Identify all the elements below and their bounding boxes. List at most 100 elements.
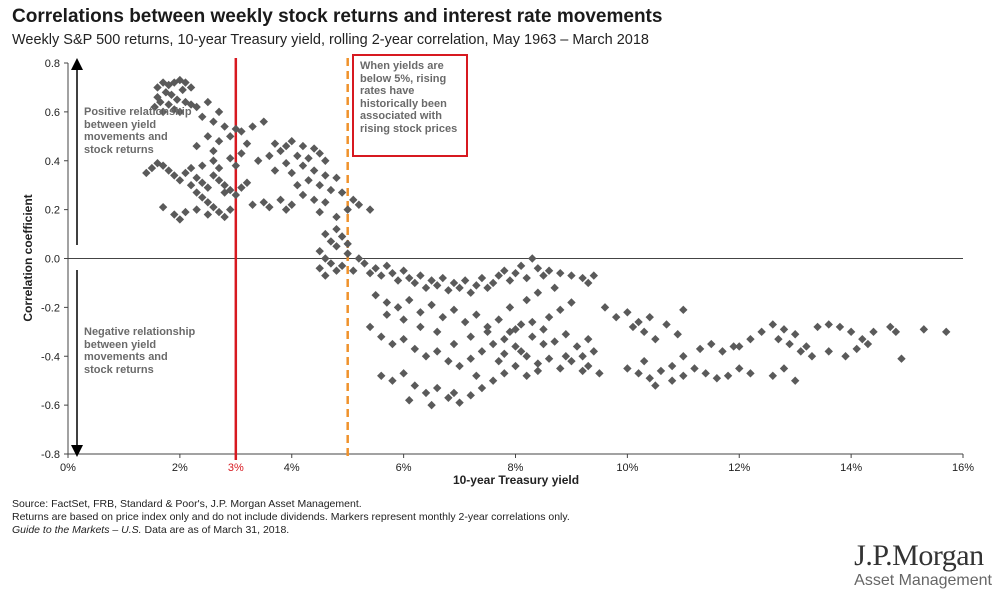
data-point — [589, 347, 599, 356]
data-point — [746, 369, 755, 378]
data-point — [326, 237, 336, 246]
data-point — [170, 171, 179, 180]
data-point — [343, 205, 352, 214]
data-point — [326, 185, 336, 195]
data-point — [790, 330, 800, 339]
data-point — [186, 83, 196, 92]
data-point — [150, 102, 159, 112]
data-point — [483, 327, 492, 337]
data-point — [438, 273, 447, 283]
data-point — [332, 212, 341, 222]
data-point — [265, 202, 274, 212]
data-point — [511, 342, 520, 351]
data-point — [354, 254, 364, 263]
data-point — [824, 320, 833, 329]
jpmorgan-logo: J.P.Morgan Asset Management — [854, 540, 992, 590]
data-point — [259, 117, 268, 126]
data-point — [315, 246, 324, 256]
data-point — [679, 371, 688, 380]
data-point — [511, 325, 520, 334]
data-point — [807, 352, 817, 361]
data-point — [634, 317, 643, 327]
data-point — [388, 339, 397, 349]
positive-annotation: Positive relationship between yield move… — [84, 106, 192, 156]
data-point — [309, 195, 319, 205]
data-point — [416, 271, 425, 280]
data-point — [388, 376, 397, 385]
data-point — [242, 139, 252, 148]
data-point — [561, 352, 571, 361]
data-point — [416, 308, 425, 317]
data-point — [399, 315, 408, 324]
data-point — [522, 295, 531, 305]
data-point — [164, 80, 173, 90]
data-point — [242, 178, 252, 187]
data-point — [779, 325, 789, 334]
data-point — [589, 271, 599, 280]
data-point — [477, 383, 487, 393]
data-point — [533, 264, 543, 273]
chart-axes — [67, 63, 963, 455]
data-point — [662, 320, 671, 329]
data-point — [158, 78, 168, 87]
data-point — [309, 166, 319, 175]
data-point — [869, 327, 878, 337]
data-point — [186, 163, 196, 173]
data-point — [142, 168, 151, 178]
data-point — [153, 93, 162, 102]
data-point — [360, 259, 369, 268]
logo-wordmark: J.P.Morgan — [854, 539, 984, 572]
data-point — [209, 171, 218, 180]
data-point — [167, 90, 176, 99]
data-point — [584, 334, 593, 344]
data-point — [472, 310, 481, 319]
data-point — [578, 352, 587, 361]
data-point — [203, 210, 213, 219]
data-point — [371, 290, 380, 300]
data-point — [679, 352, 688, 361]
data-point — [214, 107, 224, 117]
data-point — [170, 210, 179, 219]
data-point — [220, 122, 229, 131]
callout-box — [352, 54, 468, 157]
data-point — [690, 364, 699, 373]
x-tick-label: 8% — [508, 462, 524, 474]
data-point — [544, 354, 554, 363]
data-point — [695, 344, 705, 354]
data-point — [897, 354, 906, 363]
data-point — [746, 334, 755, 344]
data-point — [516, 320, 526, 329]
data-point — [393, 303, 403, 312]
data-point — [824, 347, 833, 356]
data-point — [287, 137, 296, 146]
data-point — [304, 154, 313, 163]
data-point — [679, 305, 688, 315]
x-axis-label: 10-year Treasury yield — [453, 473, 579, 487]
data-point — [337, 261, 347, 271]
y-tick-label: -0.2 — [41, 302, 60, 314]
data-point — [466, 332, 475, 341]
chart-subtitle: Weekly S&P 500 returns, 10-year Treasury… — [12, 32, 649, 48]
y-tick-label: -0.6 — [41, 400, 60, 412]
data-point — [293, 180, 302, 190]
footnote-guide-date: Data are as of March 31, 2018. — [141, 524, 290, 536]
data-point — [846, 327, 856, 337]
data-point — [287, 168, 296, 178]
data-point — [432, 281, 442, 290]
data-point — [522, 352, 531, 361]
data-point — [477, 347, 487, 356]
data-point — [198, 193, 207, 202]
data-point — [410, 278, 420, 288]
data-point — [214, 176, 224, 185]
data-point — [790, 376, 800, 385]
data-point — [259, 198, 268, 207]
data-point — [214, 137, 224, 146]
data-point — [556, 268, 565, 278]
data-point — [421, 352, 431, 361]
data-point — [332, 242, 341, 251]
data-point — [321, 156, 330, 165]
data-point — [276, 146, 285, 156]
data-point — [382, 310, 392, 319]
data-point — [393, 276, 403, 285]
data-point — [226, 205, 235, 214]
